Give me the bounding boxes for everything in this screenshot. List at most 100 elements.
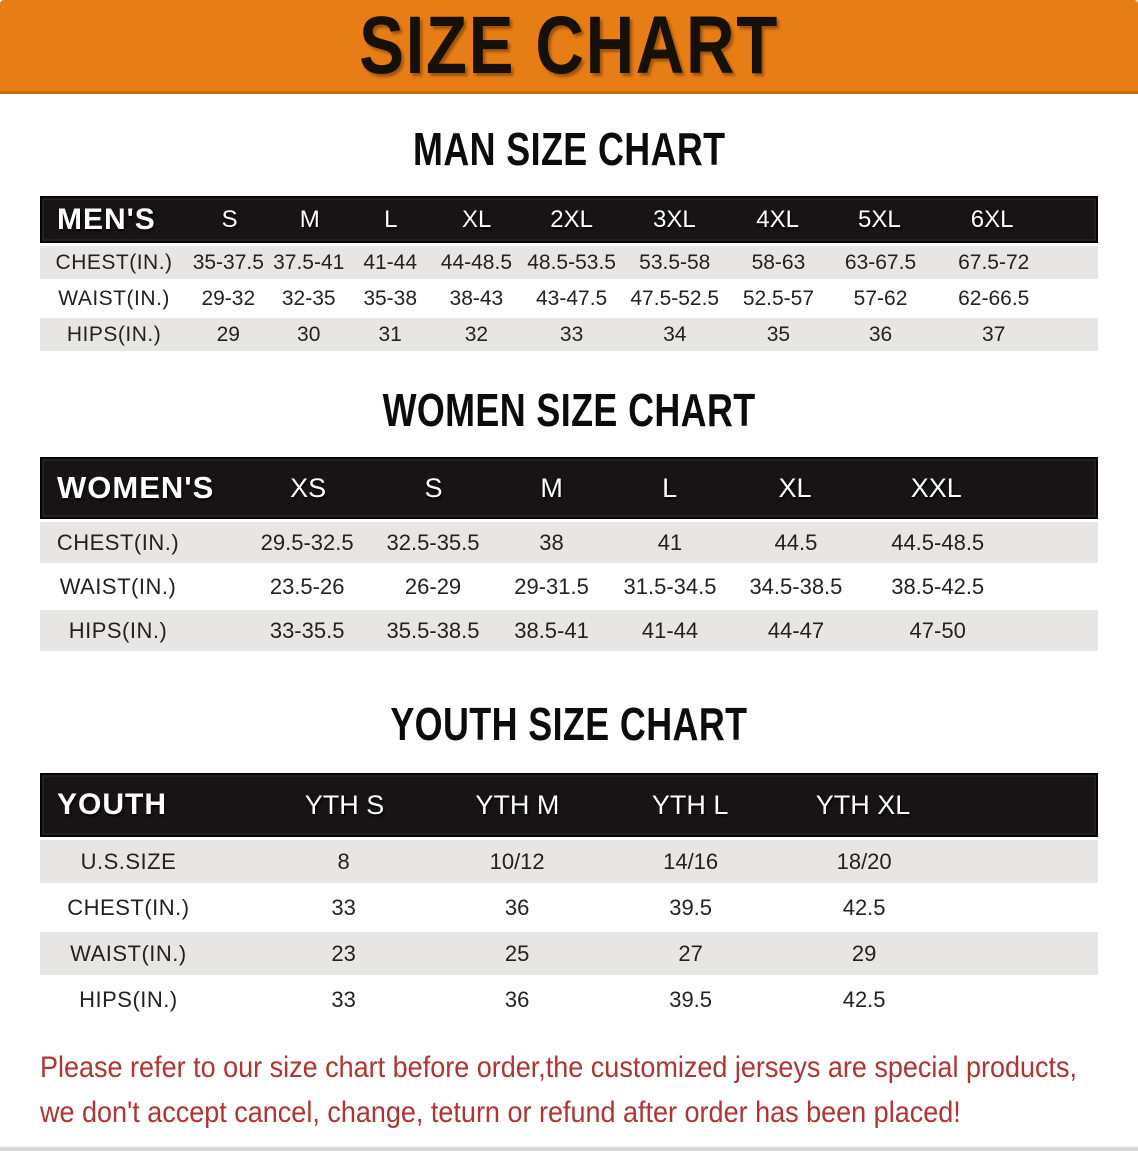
youth-table-row-chest-in.-: CHEST(IN.) 33 36 39.5 42.5 [40, 886, 1098, 929]
youth-size-cell: 8 [337, 848, 350, 874]
women-column-header-s: S [424, 472, 443, 503]
youth-row-label: WAIST(IN.) [70, 940, 187, 966]
women-size-cell: 33-35.5 [269, 617, 345, 643]
women-row-label: HIPS(IN.) [68, 617, 168, 643]
youth-size-cell: 33 [331, 986, 356, 1012]
women-table-row-hips-in.-: HIPS(IN.) 33-35.5 35.5-38.5 38.5-41 41-44 44-… [40, 610, 1098, 651]
men-size-cell: 35 [766, 322, 791, 346]
men-size-cell: 57-62 [853, 286, 908, 310]
men-size-cell: 52.5-57 [742, 286, 815, 310]
men-size-cell: 53.5-58 [639, 250, 711, 274]
women-size-cell: 41 [657, 529, 683, 555]
women-table-header-row: WOMEN'S XS S M L XL XXL [40, 457, 1098, 519]
banner-title: SIZE CHART [359, 0, 779, 91]
women-table-row-chest-in.-: CHEST(IN.) 29.5-32.5 32.5-35.5 38 41 44.5 44.5… [40, 522, 1098, 563]
women-size-cell: 38.5-42.5 [891, 573, 985, 599]
men-table-label: MEN'S [57, 202, 156, 236]
women-size-cell: 29-31.5 [514, 573, 589, 599]
men-size-cell: 67.5-72 [958, 250, 1030, 274]
men-table-header-row: MEN'S S M L XL 2XL 3XL 4XL 5XL 6XL [40, 196, 1098, 243]
disclaimer: Please refer to our size chart before or… [40, 1045, 1138, 1135]
women-column-header-m: M [540, 472, 563, 503]
youth-size-cell: 29 [851, 940, 877, 966]
youth-table-row-waist-in.-: WAIST(IN.) 23 25 27 29 [40, 932, 1098, 975]
men-size-cell: 47.5-52.5 [630, 286, 720, 310]
youth-column-header-yth-xl: YTH XL [815, 789, 911, 820]
men-column-header-6xl: 6XL [970, 205, 1014, 233]
men-size-cell: 33 [559, 322, 584, 346]
men-column-header-s: S [221, 205, 238, 233]
men-size-cell: 37.5-41 [273, 250, 345, 274]
women-size-cell: 29.5-32.5 [260, 529, 354, 555]
men-row-label: HIPS(IN.) [66, 322, 162, 346]
youth-section-title: YOUTH SIZE CHART [0, 701, 1138, 747]
youth-row-label: HIPS(IN.) [79, 986, 178, 1012]
youth-table-label: YOUTH [57, 788, 167, 821]
men-size-cell: 29 [216, 322, 240, 346]
men-section-title: MAN SIZE CHART [0, 126, 1138, 172]
women-size-cell: 44-47 [767, 617, 825, 643]
women-size-cell: 31.5-34.5 [623, 573, 717, 599]
youth-column-header-yth-s: YTH S [304, 789, 385, 820]
men-section: MAN SIZE CHART MEN'S S M L XL 2XL 3XL 4XL 5XL 6XL… [0, 126, 1138, 351]
men-size-cell: 36 [868, 322, 893, 346]
men-size-cell: 58-63 [751, 250, 806, 274]
men-size-cell: 35-38 [363, 286, 418, 310]
women-column-header-xxl: XXL [910, 472, 962, 503]
women-size-cell: 35.5-38.5 [386, 617, 480, 643]
youth-size-cell: 27 [678, 940, 703, 966]
youth-column-header-yth-l: YTH L [651, 789, 729, 820]
women-size-cell: 44.5 [774, 529, 818, 555]
youth-table-header-row: YOUTH YTH S YTH M YTH L YTH XL [40, 773, 1098, 837]
youth-row-label: U.S.SIZE [80, 848, 177, 874]
men-column-header-xl: XL [462, 205, 492, 233]
men-size-cell: 43-47.5 [535, 286, 608, 310]
youth-size-table: YOUTH YTH S YTH M YTH L YTH XL U.S.SIZE 8 10/12… [40, 773, 1098, 1021]
men-size-cell: 41-44 [363, 250, 418, 274]
women-column-header-xs: XS [290, 472, 327, 503]
women-size-cell: 44.5-48.5 [891, 529, 985, 555]
disclaimer-line-2: we don't accept cancel, change, teturn o… [40, 1096, 961, 1129]
youth-table-row-u.s.size: U.S.SIZE 8 10/12 14/16 18/20 [40, 840, 1098, 883]
men-column-header-l: L [384, 205, 398, 233]
women-row-label: CHEST(IN.) [56, 529, 180, 555]
youth-size-cell: 36 [504, 986, 530, 1012]
youth-column-header-yth-m: YTH M [475, 789, 560, 820]
men-column-header-2xl: 2XL [550, 205, 593, 233]
men-size-cell: 32-35 [281, 286, 336, 310]
women-size-cell: 38 [539, 529, 564, 555]
women-row-label: WAIST(IN.) [59, 573, 177, 599]
women-size-cell: 32.5-35.5 [386, 529, 480, 555]
bottom-edge-line [0, 1147, 1138, 1151]
men-table-row-waist-in.-: WAIST(IN.) 29-32 32-35 35-38 38-43 43-47.5 47.… [40, 282, 1098, 315]
women-table-row-waist-in.-: WAIST(IN.) 23.5-26 26-29 29-31.5 31.5-34.5 34… [40, 566, 1098, 607]
youth-size-cell: 25 [504, 940, 530, 966]
men-column-header-m: M [299, 205, 320, 233]
men-column-header-4xl: 4XL [756, 205, 799, 233]
men-size-cell: 37 [982, 322, 1006, 346]
men-table-row-hips-in.-: HIPS(IN.) 29 30 31 32 33 34 35 36 37 [40, 318, 1098, 351]
women-size-cell: 41-44 [641, 617, 699, 643]
women-size-cell: 38.5-41 [514, 617, 589, 643]
men-size-cell: 62-66.5 [958, 286, 1030, 310]
men-size-cell: 34 [663, 322, 687, 346]
youth-size-cell: 18/20 [836, 848, 892, 874]
youth-section: YOUTH SIZE CHART YOUTH YTH S YTH M YTH L YTH… [0, 701, 1138, 1021]
men-section-title-text: MAN SIZE CHART [412, 123, 726, 175]
women-section: WOMEN SIZE CHART WOMEN'S XS S M L XL XXL CHEST(… [0, 387, 1138, 651]
men-size-cell: 35-37.5 [192, 250, 264, 274]
men-size-table: MEN'S S M L XL 2XL 3XL 4XL 5XL 6XL CHEST(IN.) 35-37… [40, 196, 1098, 351]
men-size-cell: 29-32 [201, 286, 256, 310]
men-size-cell: 38-43 [449, 286, 504, 310]
youth-size-cell: 42.5 [842, 986, 886, 1012]
men-row-label: WAIST(IN.) [58, 286, 170, 310]
youth-row-label: CHEST(IN.) [67, 894, 190, 920]
banner: SIZE CHART [0, 0, 1138, 94]
women-size-cell: 47-50 [909, 617, 966, 643]
youth-section-title-text: YOUTH SIZE CHART [390, 698, 748, 750]
youth-table-row-hips-in.-: HIPS(IN.) 33 36 39.5 42.5 [40, 978, 1098, 1021]
youth-size-cell: 23 [331, 940, 356, 966]
men-row-label: CHEST(IN.) [55, 250, 173, 274]
men-column-header-3xl: 3XL [652, 205, 696, 233]
